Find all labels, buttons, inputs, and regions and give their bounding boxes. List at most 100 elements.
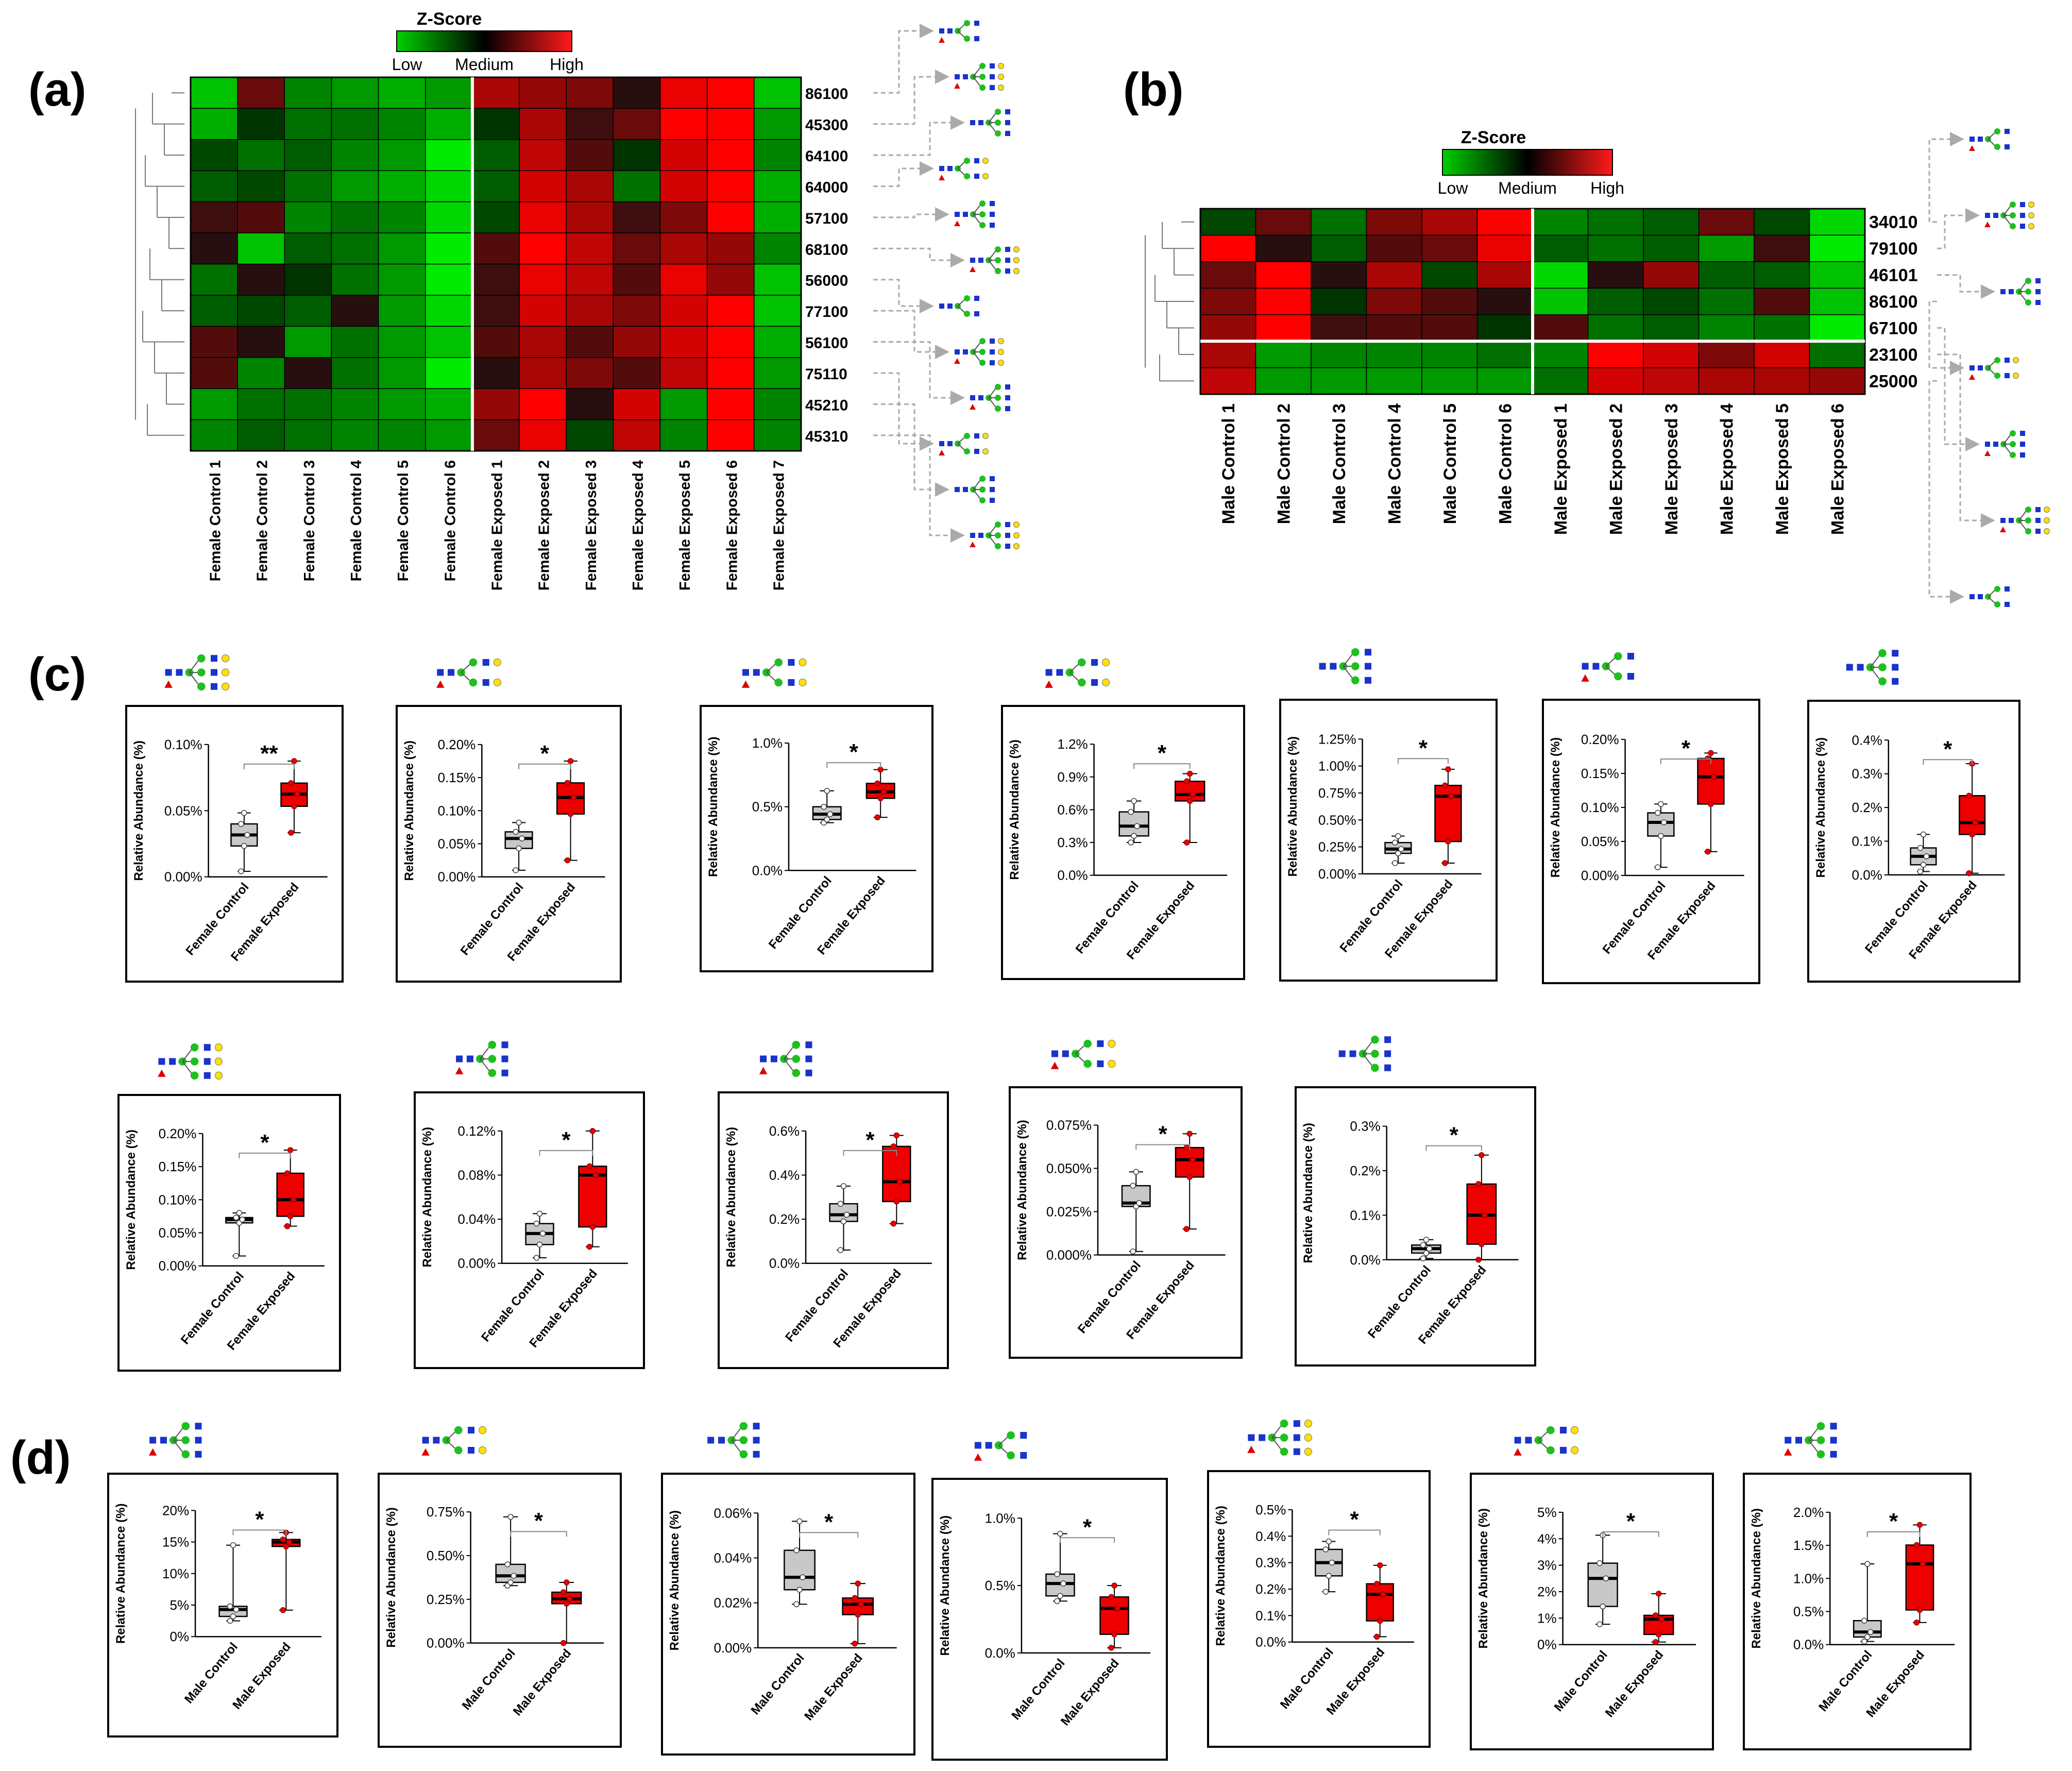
y-tick-label: 5% xyxy=(170,1597,190,1613)
data-point xyxy=(1972,819,1978,826)
data-point xyxy=(1661,819,1667,825)
data-point xyxy=(1475,1181,1482,1187)
data-point xyxy=(513,829,519,835)
heatmap-cell xyxy=(190,232,238,265)
heatmap-cell xyxy=(1311,367,1367,395)
data-point xyxy=(858,1601,864,1608)
callout-arrow xyxy=(950,253,965,267)
data-point xyxy=(1130,1183,1136,1189)
glycan-galactose xyxy=(221,682,230,690)
data-point xyxy=(1658,833,1664,839)
boxplot: 0.0% 0.3% 0.6% 0.9% 1.2% Relative Abundance (… xyxy=(1001,658,1245,980)
heatmap-cell xyxy=(519,108,567,140)
data-point xyxy=(1111,1582,1117,1589)
glycan-glcnac xyxy=(990,85,995,90)
heatmap-cell xyxy=(237,201,285,233)
y-tick-label: 1.2% xyxy=(1057,736,1088,752)
glycan-mannose xyxy=(1007,1451,1015,1460)
data-point xyxy=(1392,860,1398,866)
glycan-galactose xyxy=(799,678,807,687)
heatmap-cell xyxy=(472,388,520,420)
callout-line xyxy=(873,279,920,307)
heatmap-cell xyxy=(237,388,285,420)
y-tick-label: 0.5% xyxy=(752,799,783,815)
heatmap-cell xyxy=(425,77,473,109)
significance-bracket xyxy=(239,1152,291,1158)
data-point xyxy=(570,794,577,801)
y-axis-label: Relative Abundance (%) xyxy=(1015,1120,1029,1260)
glycan-fucose xyxy=(939,450,945,456)
heatmap-cell xyxy=(331,232,379,265)
callout-line xyxy=(873,30,920,94)
data-point xyxy=(1136,1200,1142,1206)
y-tick-label: 0.075% xyxy=(1046,1118,1092,1133)
heatmap-cell xyxy=(1311,314,1367,342)
glycan-galactose xyxy=(1013,543,1020,549)
box-exposed xyxy=(1366,1583,1394,1622)
data-point xyxy=(1442,782,1448,789)
data-point xyxy=(586,1163,593,1170)
data-point xyxy=(1864,1561,1871,1567)
glycan-mannose xyxy=(1994,128,2000,134)
callout-arrow xyxy=(920,24,934,38)
glycan-glcnac xyxy=(2035,300,2041,305)
callout-arrow xyxy=(1950,361,1964,375)
glycan-mannose xyxy=(2025,528,2031,534)
glycan-mannose xyxy=(995,130,1001,137)
data-point xyxy=(1377,1562,1383,1568)
row-label: 86100 xyxy=(805,86,848,103)
glycan-glcnac xyxy=(203,1072,211,1079)
heatmap-cell xyxy=(237,263,285,296)
heatmap-cell xyxy=(1643,314,1700,342)
panel-label-d: (d) xyxy=(10,1431,71,1484)
heatmap-cell xyxy=(1366,208,1422,236)
glycan-mannose xyxy=(1994,601,2000,608)
heatmap-cell xyxy=(1421,341,1478,368)
heatmap-cell xyxy=(519,201,567,233)
glycan-mannose xyxy=(979,476,986,482)
glycan-glcnac xyxy=(970,395,975,400)
column-label: Male Exposed 4 xyxy=(1717,403,1737,535)
y-tick-label: 0.08% xyxy=(457,1168,496,1183)
glycan-mannose xyxy=(1371,1050,1379,1058)
glycan-mannose xyxy=(739,1436,748,1444)
row-label: 67100 xyxy=(1869,318,1918,338)
glycan-galactose xyxy=(2028,212,2034,218)
y-tick-label: 0.4% xyxy=(769,1168,800,1183)
glycan-mannose xyxy=(2010,212,2016,218)
boxplot: 0.00% 0.05% 0.10% 0.15% 0.20% Relative Abunda… xyxy=(117,1043,341,1372)
heatmap-cell xyxy=(425,357,473,389)
y-tick-label: 0.75% xyxy=(427,1504,465,1520)
heatmap-cell xyxy=(754,77,802,109)
glycan-fucose xyxy=(1969,145,1975,151)
glycan-mannose xyxy=(1547,1446,1555,1455)
glycan-glcnac xyxy=(176,669,183,676)
glycan-glcnac xyxy=(1384,1050,1391,1057)
plot-frame xyxy=(117,1094,341,1372)
y-tick-label: 0.20% xyxy=(1581,732,1619,747)
glycan-fucose xyxy=(1514,1448,1522,1456)
column-label: Female Exposed 7 xyxy=(771,460,787,591)
data-point xyxy=(1861,1638,1867,1645)
plot-frame xyxy=(931,1478,1168,1761)
glycan-mannose xyxy=(964,433,970,439)
box-control xyxy=(495,1563,526,1583)
heatmap-cell xyxy=(237,419,285,451)
heatmap-cell xyxy=(613,77,661,109)
glycan-glcnac xyxy=(2005,373,2010,378)
glycan-fucose xyxy=(741,680,750,688)
y-tick-label: 0.75% xyxy=(1318,785,1356,801)
y-tick-label: 0.10% xyxy=(1581,800,1619,815)
glycan-mannose xyxy=(1994,357,2000,363)
callout-arrow xyxy=(950,391,965,405)
glycan-mannose xyxy=(979,211,986,217)
box-exposed xyxy=(1905,1544,1934,1611)
glycan-fucose xyxy=(954,83,960,89)
heatmap-cell xyxy=(190,388,238,420)
glycan-glcnac xyxy=(707,1437,715,1444)
data-point xyxy=(1913,1620,1920,1626)
glycan-mannose xyxy=(454,1426,463,1435)
glycan-glcnac xyxy=(990,476,995,481)
glycan-glcnac xyxy=(211,683,217,690)
glycan-galactose xyxy=(1108,1059,1116,1068)
